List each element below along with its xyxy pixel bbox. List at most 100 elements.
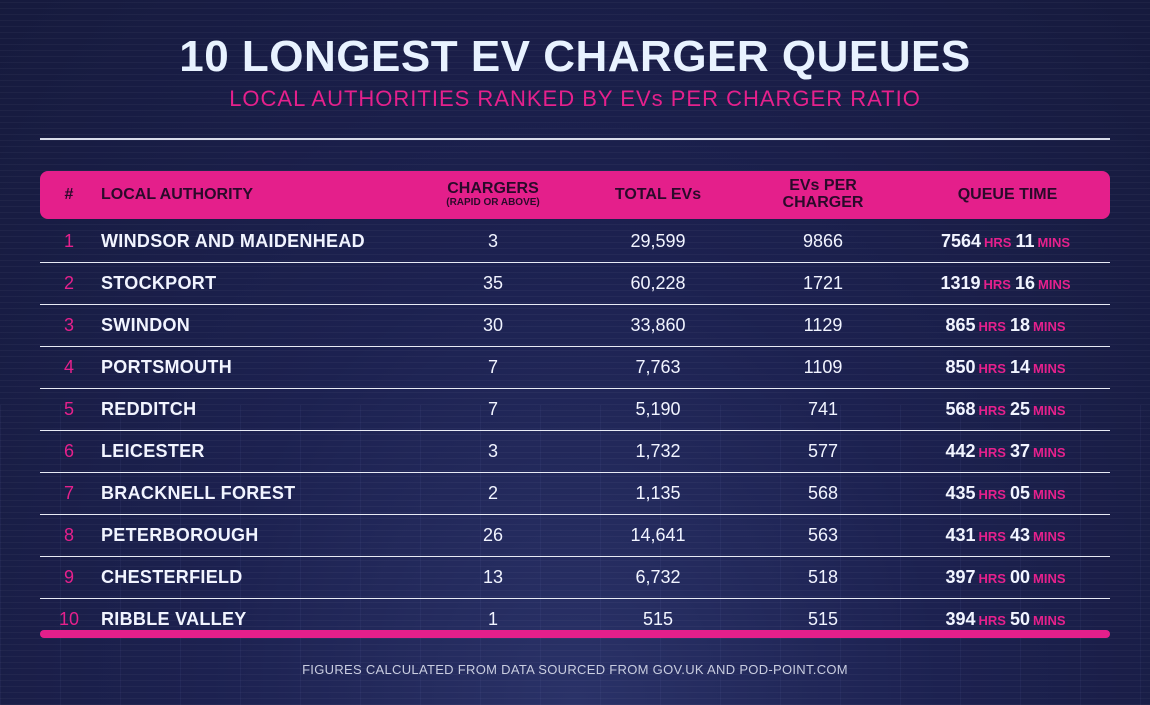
queue-minutes-unit: MINS [1038,277,1071,292]
queue-minutes-unit: MINS [1033,571,1066,586]
row-evs-per-charger: 518 [807,567,839,587]
queue-minutes: 50 [1009,609,1031,629]
row-local-authority: PETERBOROUGH [101,525,259,545]
header-total-evs: TOTAL EVs [614,185,702,203]
row-evs-per-charger: 1109 [803,357,843,377]
row-evs-per-charger: 563 [807,525,839,545]
table-row: 4 PORTSMOUTH 7 7,763 1109 850 HRS 14 MINS [40,347,1110,389]
row-total-evs: 5,190 [635,399,681,419]
queue-minutes: 00 [1009,567,1031,587]
row-chargers: 1 [487,609,498,629]
table-row: 1 WINDSOR AND MAIDENHEAD 3 29,599 9866 7564 HR… [40,221,1110,263]
row-rank: 4 [63,357,74,377]
row-queue-time: 568 HRS 25 MINS [910,389,1105,429]
queue-hours: 397 [945,567,976,587]
row-evs-per-charger: 741 [807,399,839,419]
row-evs-per-charger: 1721 [802,273,844,293]
row-local-authority: WINDSOR AND MAIDENHEAD [101,231,365,251]
queue-hours: 394 [945,609,976,629]
background-grid [0,405,1150,705]
queue-minutes: 37 [1009,441,1031,461]
row-chargers: 3 [487,231,498,251]
row-queue-time: 397 HRS 00 MINS [910,557,1105,597]
queue-minutes-unit: MINS [1033,361,1066,376]
queue-minutes: 43 [1009,525,1031,545]
row-rank: 1 [63,231,74,251]
row-queue-time: 865 HRS 18 MINS [910,305,1105,345]
row-queue-time: 442 HRS 37 MINS [910,431,1105,471]
queue-hours: 442 [945,441,976,461]
queue-minutes-unit: MINS [1033,487,1066,502]
row-chargers: 35 [482,273,504,293]
row-queue-time: 431 HRS 43 MINS [910,515,1105,555]
queue-hours-unit: HRS [978,445,1006,460]
queue-hours-unit: HRS [978,571,1006,586]
header-evs-per-charger: EVs PER CHARGER [743,171,903,219]
row-total-evs: 29,599 [630,231,686,251]
queue-hours-unit: HRS [978,319,1006,334]
row-evs-per-charger: 9866 [802,231,844,251]
queue-hours: 568 [945,399,976,419]
row-local-authority: CHESTERFIELD [101,567,243,587]
table-row: 7 BRACKNELL FOREST 2 1,135 568 435 HRS 05 MINS [40,473,1110,515]
queue-hours-unit: HRS [978,403,1006,418]
row-evs-per-charger: 515 [807,609,839,629]
queue-minutes: 25 [1009,399,1031,419]
queue-hours: 435 [945,483,976,503]
row-rank: 9 [63,567,74,587]
row-total-evs: 60,228 [630,273,686,293]
row-local-authority: PORTSMOUTH [101,357,232,377]
row-local-authority: STOCKPORT [101,273,217,293]
row-local-authority: RIBBLE VALLEY [101,609,247,629]
queue-hours-unit: HRS [978,361,1006,376]
queue-minutes-unit: MINS [1033,529,1066,544]
queue-hours-unit: HRS [983,277,1011,292]
row-chargers: 7 [487,399,498,419]
row-rank: 7 [63,483,74,503]
queue-hours: 865 [945,315,976,335]
table-row: 6 LEICESTER 3 1,732 577 442 HRS 37 MINS [40,431,1110,473]
queue-hours-unit: HRS [978,487,1006,502]
row-chargers: 7 [487,357,498,377]
header-evs-per-line2: CHARGER [782,194,864,211]
table-header: # LOCAL AUTHORITY CHARGERS (RAPID OR ABO… [40,171,1110,219]
row-queue-time: 435 HRS 05 MINS [910,473,1105,513]
row-rank: 5 [63,399,74,419]
queue-minutes: 11 [1015,231,1035,251]
queue-minutes-unit: MINS [1037,235,1071,250]
table-row: 3 SWINDON 30 33,860 1129 865 HRS 18 MINS [40,305,1110,347]
queue-minutes: 14 [1009,357,1031,377]
table-row: 9 CHESTERFIELD 13 6,732 518 397 HRS 00 MINS [40,557,1110,599]
row-local-authority: BRACKNELL FOREST [101,483,296,503]
queue-minutes-unit: MINS [1033,319,1066,334]
row-total-evs: 14,641 [630,525,686,545]
queue-hours-unit: HRS [978,529,1006,544]
table-row: 8 PETERBOROUGH 26 14,641 563 431 HRS 43 MINS [40,515,1110,557]
row-queue-time: 7564 HRS 11 MINS [910,221,1105,261]
header-rank: # [64,185,74,203]
row-local-authority: LEICESTER [101,441,205,461]
queue-minutes: 16 [1014,273,1036,293]
queue-hours: 1319 [940,273,981,293]
queue-minutes: 05 [1009,483,1031,503]
row-rank: 2 [63,273,74,293]
queue-hours-unit: HRS [984,235,1012,250]
row-chargers: 26 [482,525,504,545]
row-chargers: 30 [482,315,504,335]
queue-minutes-unit: MINS [1033,403,1066,418]
row-rank: 3 [63,315,74,335]
row-rank: 6 [63,441,74,461]
header-chargers-label: CHARGERS [447,180,539,198]
row-chargers: 2 [487,483,498,503]
header-evs-per-line1: EVs PER [789,177,857,195]
row-total-evs: 6,732 [635,567,681,587]
row-queue-time: 1319 HRS 16 MINS [910,263,1105,303]
chart-subtitle: LOCAL AUTHORITIES RANKED BY EVs PER CHAR… [229,86,921,111]
table-row: 5 REDDITCH 7 5,190 741 568 HRS 25 MINS [40,389,1110,431]
table-body: 1 WINDSOR AND MAIDENHEAD 3 29,599 9866 7564 HR… [40,221,1110,640]
queue-minutes: 18 [1009,315,1031,335]
queue-hours: 850 [945,357,976,377]
row-chargers: 13 [482,567,504,587]
row-rank: 10 [58,609,80,629]
chart-title: 10 LONGEST EV CHARGER QUEUES [179,32,971,81]
